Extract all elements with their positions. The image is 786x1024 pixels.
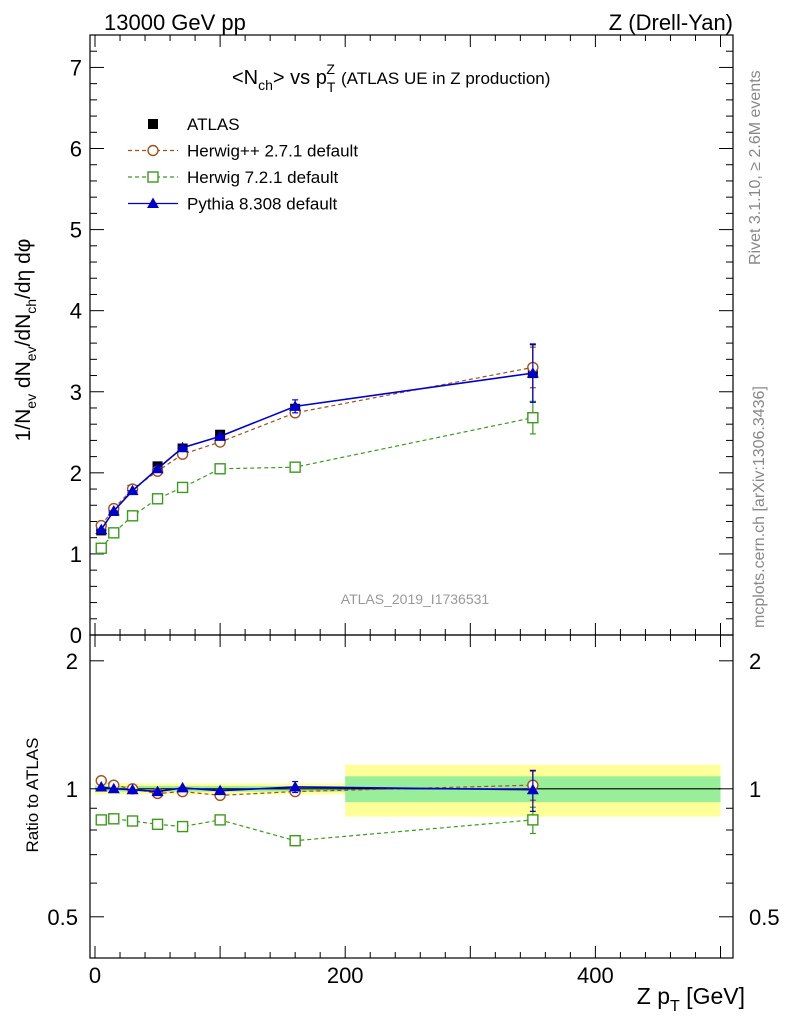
ratio-point [126,815,139,827]
legend-marker [147,197,159,208]
legend-marker [147,144,159,157]
ratio-series-line [101,818,533,842]
ratio-point [126,783,139,795]
plot-title: <Nch> vs pTZ (ATLAS UE in Z production) [232,61,550,95]
main-ytick-label: 0 [70,623,82,648]
legend-label: Herwig++ 2.7.1 default [187,142,358,161]
main-panel: 0 1 2 3 4 5 6 7 [70,34,734,648]
data-point [214,430,227,441]
series-herwig [95,400,539,554]
ratio-point [95,814,107,826]
ratio-point [526,783,539,795]
series-pythia [95,343,539,535]
data-point [95,523,108,535]
ratio-point [108,813,120,825]
ratio-point [527,814,539,826]
x-axis-label: Z pT [GeV] [637,983,745,1015]
data-point [126,510,139,522]
data-point [214,463,226,475]
data-point [527,412,539,424]
series-line [100,372,533,531]
data-point [176,441,189,453]
series-line [100,417,533,549]
ratio-ytick-label: 0.5 [47,905,78,930]
ratio-point [289,834,301,847]
ratio-ytick-label: 1 [66,777,78,802]
legend-label: Herwig 7.2.1 default [187,168,338,187]
main-ytick-label: 4 [70,299,82,324]
header-right: Z (Drell-Yan) [609,10,733,35]
xtick-label: 0 [89,963,101,988]
legend: ATLAS Herwig++ 2.7.1 default Herwig 7.2.1 … [128,115,358,214]
data-point [289,400,302,411]
data-point [126,484,139,496]
ratio-point [176,820,189,833]
analysis-watermark: ATLAS_2019_I1736531 [341,591,490,607]
ratio-point [107,782,120,794]
ratio-ytick-label: 2 [66,649,78,674]
main-ytick-label: 5 [70,218,82,243]
xtick-label: 400 [577,963,614,988]
rivet-label: Rivet 3.1.10, ≥ 2.6M events [747,70,764,265]
data-point [151,493,164,505]
main-ytick-label: 3 [70,380,82,405]
ratio-point [214,814,226,826]
main-ytick-label: 6 [70,137,82,162]
ratio-ylabel: Ratio to ATLAS [23,738,42,853]
ratio-ytick-label-right: 1 [749,777,761,802]
ratio-frame [89,634,734,959]
xtick-label: 200 [327,963,364,988]
series-atlas [96,344,538,536]
ratio-ytick-label-right: 2 [749,649,761,674]
data-point [526,367,539,378]
data-point [108,527,120,539]
ratio-point [151,818,164,831]
main-ytick-label: 2 [70,461,82,486]
ratio-point [151,785,164,797]
main-ytick-label: 1 [70,542,82,567]
data-point [176,481,189,494]
ratio-point [95,780,108,792]
legend-marker [147,171,159,183]
ratio-point [176,781,189,793]
legend-marker [148,119,158,129]
ratio-panel: 0.5 0.5 1 1 2 2 0 200 400 [47,634,780,988]
data-point [289,461,301,473]
main-ytick-label: 7 [70,55,82,80]
data-point [95,542,107,554]
data-point [107,504,120,516]
ratio-point [214,784,227,796]
ratio-point [289,780,302,792]
data-point [151,462,164,474]
ratio-ytick-label-right: 0.5 [749,905,780,930]
header-left: 13000 GeV pp [104,10,246,35]
main-ylabel: 1/Nev dNev/dNch/dη dφ [12,239,39,442]
ratio-series-pythia [95,769,539,812]
legend-label: Pythia 8.308 default [187,195,338,214]
legend-label: ATLAS [187,115,240,134]
series-line [100,366,533,526]
mcplots-label: mcplots.cern.ch [arXiv:1306.3436] [751,386,768,628]
